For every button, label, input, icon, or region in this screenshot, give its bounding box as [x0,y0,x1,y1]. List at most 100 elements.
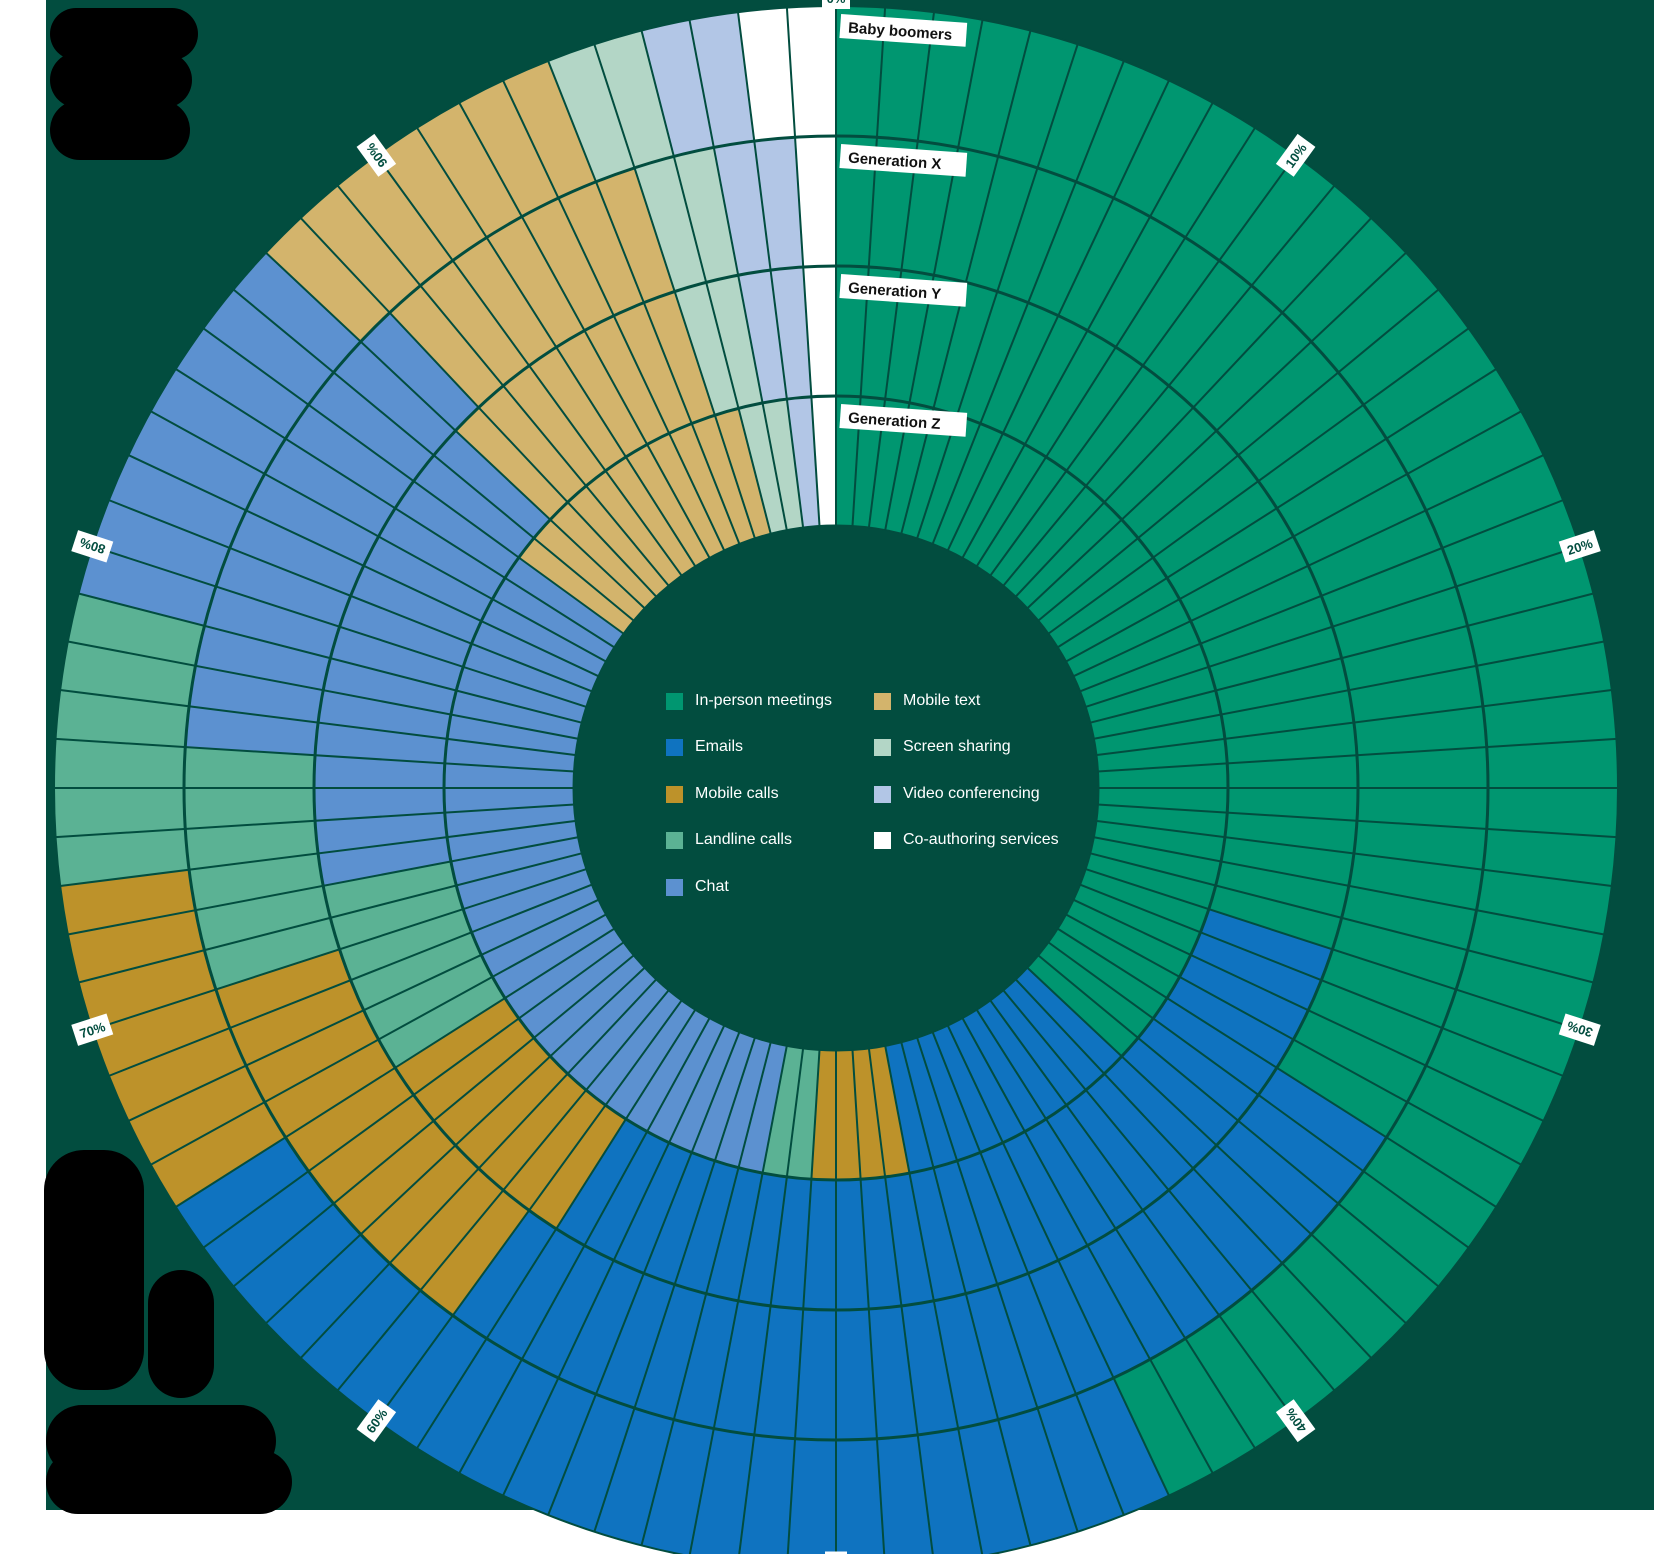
segment-video-conferencing-ring-4 [786,396,820,529]
ring-labels: Baby boomers Generation X Generation Y Gene… [839,14,968,437]
percent-gridline [202,941,625,1249]
percent-gridline [961,1017,1214,1474]
percent-gridline [1089,852,1594,984]
legend-item-in-person: In-person meetings [666,692,832,710]
legend-swatch [874,831,891,849]
segment-screen-sharing-ring-4 [738,399,804,535]
chart-center [574,526,1098,1050]
percent-gridline [150,410,607,663]
legend-swatch [874,738,891,756]
percent-gridline [91,868,588,1031]
percent-gridline [1084,868,1581,1031]
percent-gridline [640,1041,772,1546]
redaction-blob [50,100,190,160]
percent-tick-background [71,530,114,563]
ring-label-text: Generation X [848,150,942,173]
percent-gridline [1026,966,1407,1325]
segment-video-conferencing-ring-1 [641,12,755,157]
segment-screen-sharing-ring-3 [674,275,763,416]
legend-item-mobile-text: Mobile text [874,692,980,710]
percent-tick-background [1558,530,1601,563]
percent-gridline [265,966,646,1325]
percent-gridline [78,592,583,724]
legend-label: Chat [695,878,729,895]
percent-gridline [688,19,788,531]
redaction-blob [50,8,198,60]
legend-swatch [666,692,683,710]
legend-label: In-person meetings [695,692,832,709]
percent-gridline [108,499,593,693]
percent-gridline [688,1045,788,1554]
legend-item-screen-sharing: Screen sharing [874,738,1011,756]
ring-label-text: Generation Z [848,410,941,433]
percent-gridline [127,898,600,1122]
percent-gridline [175,927,616,1208]
percent-gridline [1002,989,1336,1392]
percent-gridline [1084,545,1581,708]
redaction-blob [50,52,192,108]
percent-tick-label: 70% [71,1013,114,1046]
percent-gridline [67,836,579,936]
percent-tick-background [1275,133,1316,177]
percent-gridline [232,288,635,622]
percent-gridline [547,1031,741,1516]
ring-label: Generation X [839,144,968,177]
percent-tick-background [71,1013,114,1046]
segment-emails-ring-1 [175,1137,1169,1554]
percent-tick-background [356,133,397,177]
legend-item-video-conferencing: Video conferencing [874,785,1040,803]
legend-label: Video conferencing [903,785,1040,802]
legend-item-mobile-calls: Mobile calls [666,785,779,803]
redaction-blob [44,1150,144,1390]
percent-gridline [55,737,575,773]
segment-in-person-meetings-ring-1 [836,6,1619,1496]
segment-co-authoring-services-ring-1 [737,6,836,142]
percent-gridline [1089,592,1594,724]
percent-gridline [1079,499,1564,693]
percent-gridline [1037,288,1440,622]
legend-label: Co-authoring services [903,831,1059,848]
percent-gridline [1095,819,1612,888]
percent-gridline [175,368,616,649]
percent-gridline [299,978,658,1359]
percent-gridline [851,7,887,527]
percent-gridline [202,327,625,635]
percent-gridline [884,19,984,531]
segment-screen-sharing-ring-2 [634,147,739,292]
segment-video-conferencing-ring-2 [713,137,804,276]
legend-swatch [666,878,683,896]
percent-gridline [946,79,1170,552]
percent-gridline [900,30,1032,535]
percent-gridline [502,1024,726,1497]
percent-gridline [867,12,936,529]
percent-gridline [336,989,670,1392]
percent-gridline [931,60,1125,545]
percent-gridline [375,154,683,577]
percent-gridline [1047,941,1470,1249]
percent-gridline [989,154,1297,577]
percent-gridline [78,852,583,984]
percent-gridline [884,1045,984,1554]
percent-gridline [736,12,805,529]
percent-tick-text: 0% [827,0,846,6]
ring-label-background [839,14,968,47]
segment-mobile-text-ring-3 [455,291,715,520]
percent-gridline [1065,410,1522,663]
percent-gridline [1072,898,1545,1122]
percent-gridline [547,60,741,545]
redaction-blob [148,1270,214,1398]
segment-mobile-calls-ring-2 [215,949,530,1316]
percent-gridline [458,102,711,559]
segment-chat-ring-1 [78,252,361,626]
percent-gridline [108,883,593,1077]
segment-chat-ring-3 [313,430,551,886]
percent-gridline [785,7,821,527]
percent-gridline [336,184,670,587]
percent-gridline [375,999,683,1422]
percent-gridline [1014,978,1373,1359]
ring-label-background [839,144,968,177]
legend-label: Emails [695,738,744,755]
percent-tick-label: 80% [71,530,114,563]
ring-label: Baby boomers [839,14,968,47]
legend-label: Mobile calls [695,785,779,802]
